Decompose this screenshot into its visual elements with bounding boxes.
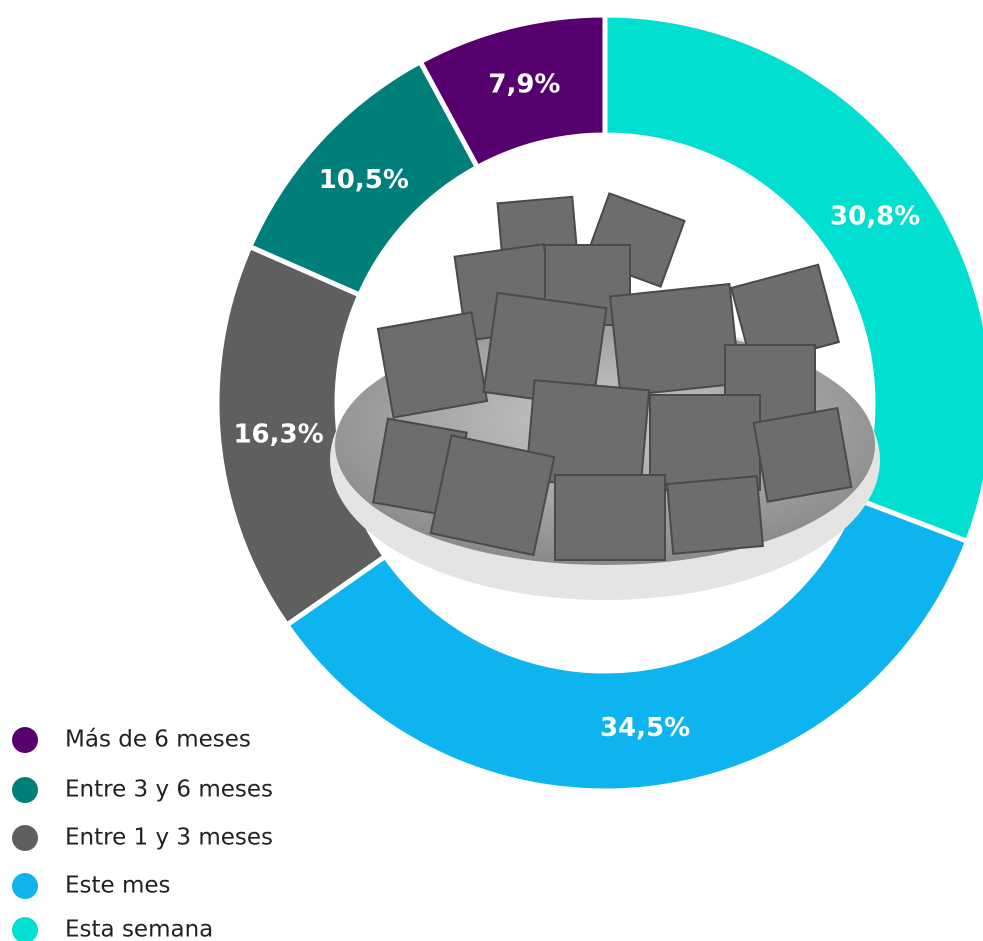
- legend-swatch: [12, 777, 38, 803]
- legend-label: Entre 3 y 6 meses: [65, 777, 273, 803]
- sugar-bowl-photo: [330, 193, 880, 600]
- legend-swatch: [12, 727, 38, 753]
- value-label: 7,9%: [488, 70, 560, 100]
- value-label: 30,8%: [830, 201, 920, 231]
- value-label: 16,3%: [233, 419, 323, 449]
- legend-label: Más de 6 meses: [65, 727, 251, 753]
- value-label: 34,5%: [600, 713, 690, 743]
- chart: 7,9% 10,5% 16,3% 34,5% 30,8% Más de 6 meses E…: [0, 0, 983, 941]
- legend-swatch: [12, 825, 38, 851]
- legend-label: Entre 1 y 3 meses: [65, 825, 273, 851]
- legend-swatch: [12, 917, 38, 941]
- legend-label: Este mes: [65, 873, 171, 899]
- value-label: 10,5%: [319, 165, 409, 195]
- legend-swatch: [12, 873, 38, 899]
- legend-label: Esta semana: [65, 917, 213, 941]
